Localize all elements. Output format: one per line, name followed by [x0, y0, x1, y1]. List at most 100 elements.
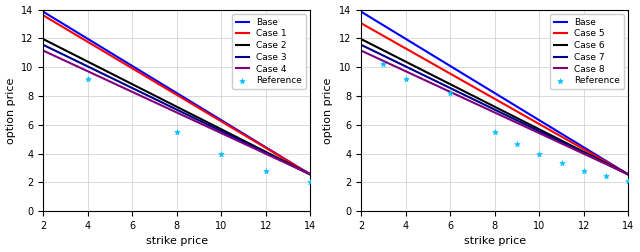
Case 4 — [40, 49, 48, 52]
Case 8 — [516, 123, 524, 126]
Case 8 — [515, 122, 523, 125]
Case 6 — [625, 173, 632, 176]
Base — [40, 11, 48, 14]
Case 1 — [198, 109, 206, 112]
Base — [358, 11, 366, 14]
Case 1 — [203, 111, 211, 114]
Case 7 — [358, 44, 366, 47]
Case 2 — [264, 152, 272, 155]
Base — [198, 107, 206, 110]
Reference — [83, 77, 93, 81]
Case 2 — [198, 118, 205, 121]
Case 7 — [357, 43, 365, 46]
Case 6 — [515, 118, 523, 121]
Case 4 — [203, 125, 211, 128]
Reference — [623, 179, 634, 183]
Line: Base: Base — [361, 12, 628, 174]
X-axis label: strike price: strike price — [463, 236, 526, 246]
Case 5 — [582, 149, 590, 152]
Case 7 — [516, 120, 524, 123]
Reference — [512, 142, 522, 146]
Case 2 — [198, 118, 206, 121]
Case 8 — [625, 173, 632, 176]
Case 5 — [516, 112, 524, 115]
Base — [198, 107, 205, 110]
Case 4 — [198, 122, 205, 125]
Reference — [556, 161, 566, 165]
Case 1 — [40, 14, 48, 17]
Legend: Base, Case 5, Case 6, Case 7, Case 8, Reference: Base, Case 5, Case 6, Case 7, Case 8, Re… — [550, 14, 624, 89]
Line: Case 2: Case 2 — [44, 39, 310, 174]
Reference — [305, 180, 316, 184]
Base — [307, 173, 314, 176]
Case 7 — [515, 120, 523, 123]
Base — [625, 173, 632, 176]
Legend: Base, Case 1, Case 2, Case 3, Case 4, Reference: Base, Case 1, Case 2, Case 3, Case 4, Re… — [232, 14, 306, 89]
Case 2 — [40, 38, 48, 41]
Case 5 — [515, 111, 523, 114]
Line: Case 4: Case 4 — [44, 51, 310, 174]
Reference — [534, 152, 545, 156]
Case 5 — [358, 22, 366, 25]
Base — [515, 107, 523, 110]
Case 5 — [357, 22, 365, 25]
Reference — [172, 130, 182, 134]
Line: Case 1: Case 1 — [44, 15, 310, 174]
Line: Case 3: Case 3 — [44, 45, 310, 174]
Base — [582, 147, 590, 150]
Case 4 — [307, 173, 314, 176]
Case 6 — [358, 38, 366, 41]
Case 3 — [198, 120, 205, 123]
Reference — [378, 61, 388, 66]
Case 2 — [203, 120, 211, 123]
Case 6 — [357, 38, 365, 41]
Case 8 — [600, 161, 607, 164]
Case 8 — [357, 49, 365, 52]
Case 2 — [40, 38, 47, 41]
Line: Base: Base — [44, 12, 310, 174]
Case 3 — [40, 44, 48, 47]
Case 3 — [203, 123, 211, 126]
Case 8 — [521, 125, 529, 128]
Reference — [216, 152, 227, 156]
Case 7 — [625, 173, 632, 176]
Case 1 — [198, 108, 205, 111]
Line: Case 6: Case 6 — [361, 39, 628, 174]
Case 5 — [600, 159, 607, 162]
Base — [282, 158, 289, 161]
Case 4 — [264, 153, 272, 156]
Case 3 — [264, 152, 272, 155]
X-axis label: strike price: strike price — [146, 236, 208, 246]
Case 1 — [40, 14, 47, 17]
Case 3 — [307, 173, 314, 176]
Base — [600, 158, 607, 161]
Line: Case 8: Case 8 — [361, 51, 628, 174]
Base — [203, 110, 211, 113]
Reference — [490, 130, 500, 134]
Case 1 — [282, 158, 289, 161]
Case 6 — [516, 118, 524, 121]
Case 2 — [307, 173, 314, 176]
Line: Case 5: Case 5 — [361, 23, 628, 174]
Base — [516, 107, 524, 110]
Case 1 — [264, 148, 272, 151]
Y-axis label: option price: option price — [6, 77, 15, 144]
Reference — [260, 169, 271, 173]
Case 1 — [307, 173, 314, 176]
Case 6 — [582, 152, 590, 155]
Case 8 — [582, 153, 590, 156]
Reference — [601, 174, 611, 178]
Case 3 — [40, 43, 47, 46]
Case 7 — [521, 123, 529, 126]
Base — [40, 10, 47, 13]
Base — [357, 10, 365, 13]
Reference — [445, 91, 455, 95]
Case 6 — [600, 160, 607, 163]
Case 6 — [521, 120, 529, 123]
Case 4 — [198, 123, 206, 126]
Case 3 — [198, 120, 206, 123]
Y-axis label: option price: option price — [323, 77, 333, 144]
Case 5 — [521, 114, 529, 117]
Case 8 — [358, 49, 366, 52]
Reference — [401, 77, 411, 81]
